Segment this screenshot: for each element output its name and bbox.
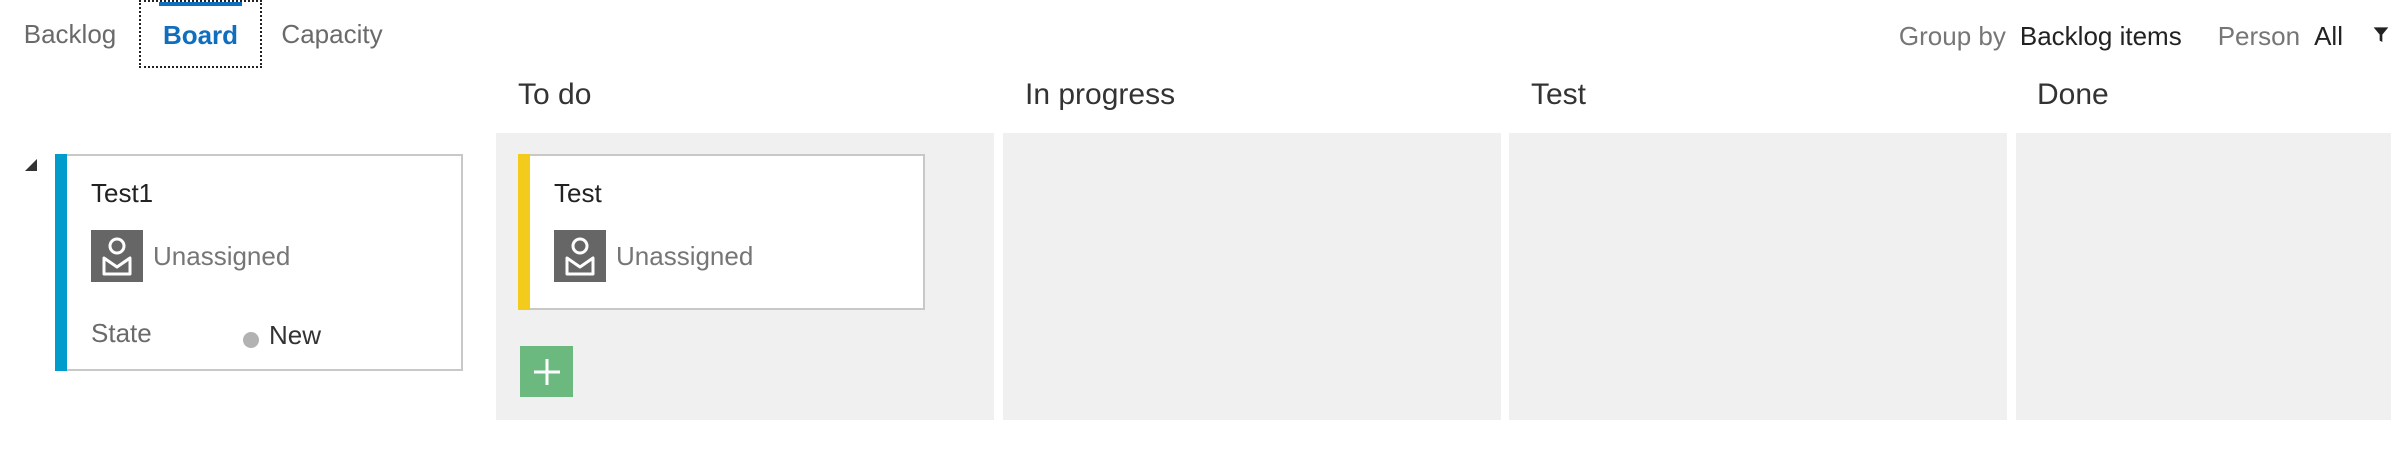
state-indicator-dot	[243, 332, 259, 348]
tab-capacity[interactable]: Capacity	[281, 18, 383, 49]
assignee-name: Unassigned	[153, 240, 291, 271]
card-title[interactable]: Test	[554, 178, 602, 208]
filter-icon[interactable]	[2371, 19, 2391, 53]
tab-board[interactable]: Board	[139, 0, 262, 68]
plus-icon	[533, 358, 560, 385]
state-label: State	[91, 318, 152, 348]
person-icon	[91, 230, 143, 282]
card-assignee[interactable]: Unassigned	[554, 230, 753, 282]
person-label: Person	[2217, 20, 2301, 51]
card-state-field: State New	[91, 314, 321, 354]
tab-backlog[interactable]: Backlog	[23, 18, 117, 49]
person-icon	[554, 230, 606, 282]
group-by-dropdown[interactable]: Backlog items	[2019, 20, 2182, 51]
column-header-to-do: To do	[518, 78, 592, 111]
task-card[interactable]: Test Unassigned	[518, 154, 925, 310]
card-assignee[interactable]: Unassigned	[91, 230, 290, 282]
lane-in-progress[interactable]	[1003, 133, 1501, 420]
assignee-name: Unassigned	[616, 240, 754, 271]
group-by-label: Group by	[1898, 20, 2006, 51]
person-dropdown[interactable]: All	[2314, 20, 2343, 51]
column-header-test: Test	[1531, 78, 1587, 111]
card-color-stripe	[518, 154, 530, 310]
column-header-in-progress: In progress	[1025, 78, 1176, 111]
state-value[interactable]: New	[269, 320, 322, 350]
collapse-triangle-icon[interactable]	[22, 156, 40, 174]
board-toolbar: Group by Backlog items Person All	[1899, 16, 2391, 56]
card-title[interactable]: Test1	[91, 178, 154, 208]
backlog-item-card[interactable]: Test1 Unassigned State New	[55, 154, 463, 371]
card-color-stripe	[55, 154, 67, 371]
column-header-done: Done	[2037, 78, 2109, 111]
lane-test[interactable]	[1509, 133, 2007, 420]
add-task-button[interactable]	[520, 346, 573, 397]
lane-done[interactable]	[2016, 133, 2391, 420]
